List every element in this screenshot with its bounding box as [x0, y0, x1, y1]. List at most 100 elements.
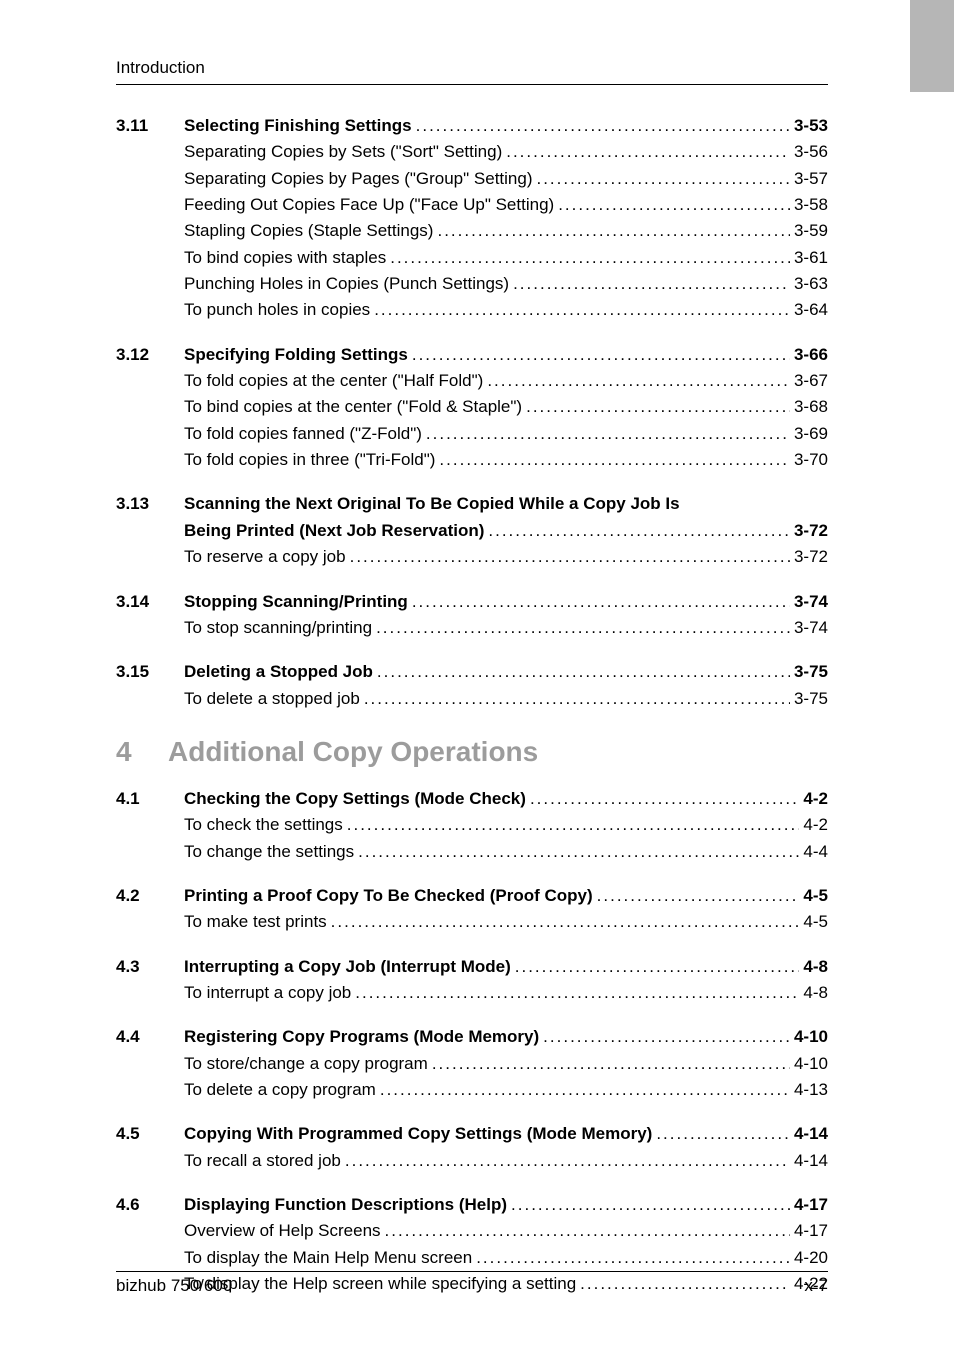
toc-subitem-page: 3-70 [794, 447, 828, 473]
toc-leader [432, 1051, 790, 1077]
toc-subitem-title: To bind copies at the center ("Fold & St… [184, 394, 522, 420]
toc-section-heading: 4.3 Interrupting a Copy Job (Interrupt M… [116, 954, 828, 980]
toc-subitem-page: 3-61 [794, 245, 828, 271]
toc-section-page: 3-66 [794, 342, 828, 368]
toc-subitem: To fold copies in three ("Tri-Fold") 3-7… [116, 447, 828, 473]
toc-leader [558, 192, 790, 218]
toc-section-page: 4-2 [803, 786, 828, 812]
toc-section-title: Registering Copy Programs (Mode Memory) [184, 1024, 539, 1050]
toc-leader [377, 659, 790, 685]
toc-gap [116, 865, 828, 883]
toc-subitem-title: To fold copies fanned ("Z-Fold") [184, 421, 422, 447]
toc-section-number: 4.1 [116, 786, 184, 812]
toc-section-number: 3.12 [116, 342, 184, 368]
toc-subitem: Overview of Help Screens 4-17 [116, 1218, 828, 1244]
toc-leader [390, 245, 790, 271]
toc-subitem-page: 3-75 [794, 686, 828, 712]
toc-section-title: Scanning the Next Original To Be Copied … [184, 491, 680, 517]
toc-leader [364, 686, 790, 712]
toc-leader [374, 297, 790, 323]
toc-section-number: 4.3 [116, 954, 184, 980]
toc-gap [116, 473, 828, 491]
toc-leader [515, 954, 800, 980]
toc-gap [116, 571, 828, 589]
footer-page-number: x-7 [804, 1276, 828, 1296]
toc-subitem-page: 4-5 [803, 909, 828, 935]
toc-leader [476, 1245, 790, 1271]
toc-subitem: Punching Holes in Copies (Punch Settings… [116, 271, 828, 297]
toc-subitem: To bind copies with staples 3-61 [116, 245, 828, 271]
toc-subitem-page: 3-58 [794, 192, 828, 218]
toc-subitem-page: 3-56 [794, 139, 828, 165]
toc-section-page: 3-74 [794, 589, 828, 615]
toc-subitem-page: 4-10 [794, 1051, 828, 1077]
toc-section-heading-line2: Being Printed (Next Job Reservation) 3-7… [116, 518, 828, 544]
toc-leader [536, 166, 789, 192]
toc-leader [530, 786, 799, 812]
toc-subitem: To interrupt a copy job 4-8 [116, 980, 828, 1006]
toc-subitem: To recall a stored job 4-14 [116, 1148, 828, 1174]
toc-subitem-title: To interrupt a copy job [184, 980, 351, 1006]
toc-leader [347, 812, 800, 838]
running-head: Introduction [116, 58, 828, 85]
toc-subitem-title: To reserve a copy job [184, 544, 346, 570]
toc-subitem: To delete a copy program 4-13 [116, 1077, 828, 1103]
toc-leader [506, 139, 790, 165]
toc-leader [437, 218, 789, 244]
toc-leader [385, 1218, 790, 1244]
toc-section-heading: 3.13 Scanning the Next Original To Be Co… [116, 491, 828, 517]
toc-section-heading: 4.4 Registering Copy Programs (Mode Memo… [116, 1024, 828, 1050]
toc-section-page: 4-5 [803, 883, 828, 909]
toc-gap [116, 1174, 828, 1192]
toc-subitem-title: Punching Holes in Copies (Punch Settings… [184, 271, 509, 297]
toc-subitem: Feeding Out Copies Face Up ("Face Up" Se… [116, 192, 828, 218]
toc-subitem-page: 3-64 [794, 297, 828, 323]
toc-section-number: 3.13 [116, 491, 184, 517]
toc-subitem-page: 3-68 [794, 394, 828, 420]
footer-model: bizhub 750/600 [116, 1276, 232, 1296]
toc-section-page: 4-10 [794, 1024, 828, 1050]
toc-subitem: To store/change a copy program 4-10 [116, 1051, 828, 1077]
toc-subitem-title: To make test prints [184, 909, 327, 935]
toc-subitem-page: 3-74 [794, 615, 828, 641]
toc-section-title: Interrupting a Copy Job (Interrupt Mode) [184, 954, 511, 980]
toc-subitem: To stop scanning/printing 3-74 [116, 615, 828, 641]
chapter-number: 4 [116, 736, 168, 768]
toc-subitem-title: To change the settings [184, 839, 354, 865]
chapter-title: Additional Copy Operations [168, 736, 538, 768]
toc-section-page: 3-75 [794, 659, 828, 685]
toc-section-title: Displaying Function Descriptions (Help) [184, 1192, 507, 1218]
toc-pre-chapter: 3.11 Selecting Finishing Settings 3-53 S… [116, 113, 828, 712]
toc-leader [376, 615, 790, 641]
toc-leader [412, 589, 790, 615]
toc-leader [350, 544, 790, 570]
toc-section-page: 3-53 [794, 113, 828, 139]
toc-section-number: 4.4 [116, 1024, 184, 1050]
chapter-heading: 4 Additional Copy Operations [116, 736, 828, 768]
toc-section-title: Checking the Copy Settings (Mode Check) [184, 786, 526, 812]
toc-subitem-title: Separating Copies by Pages ("Group" Sett… [184, 166, 532, 192]
toc-subitem: To punch holes in copies 3-64 [116, 297, 828, 323]
toc-leader [358, 839, 799, 865]
toc-subitem-title: To display the Main Help Menu screen [184, 1245, 472, 1271]
toc-section-number: 3.14 [116, 589, 184, 615]
toc-subitem-page: 3-59 [794, 218, 828, 244]
toc-section-title-cont: Being Printed (Next Job Reservation) [184, 518, 484, 544]
toc-subitem: To check the settings 4-2 [116, 812, 828, 838]
toc-section-heading: 4.6 Displaying Function Descriptions (He… [116, 1192, 828, 1218]
toc-subitem-title: To delete a copy program [184, 1077, 376, 1103]
toc-subitem-page: 4-20 [794, 1245, 828, 1271]
toc-leader [416, 113, 790, 139]
toc-subitem: To reserve a copy job 3-72 [116, 544, 828, 570]
toc-subitem-title: To fold copies at the center ("Half Fold… [184, 368, 483, 394]
toc-section-number: 3.11 [116, 113, 184, 139]
toc-leader [526, 394, 790, 420]
toc-gap [116, 1103, 828, 1121]
toc-subitem-page: 4-2 [803, 812, 828, 838]
toc-leader [656, 1121, 790, 1147]
toc-gap [116, 641, 828, 659]
toc-section-page: 4-17 [794, 1192, 828, 1218]
toc-gap [116, 324, 828, 342]
toc-subitem: Separating Copies by Sets ("Sort" Settin… [116, 139, 828, 165]
toc-section-title: Stopping Scanning/Printing [184, 589, 408, 615]
